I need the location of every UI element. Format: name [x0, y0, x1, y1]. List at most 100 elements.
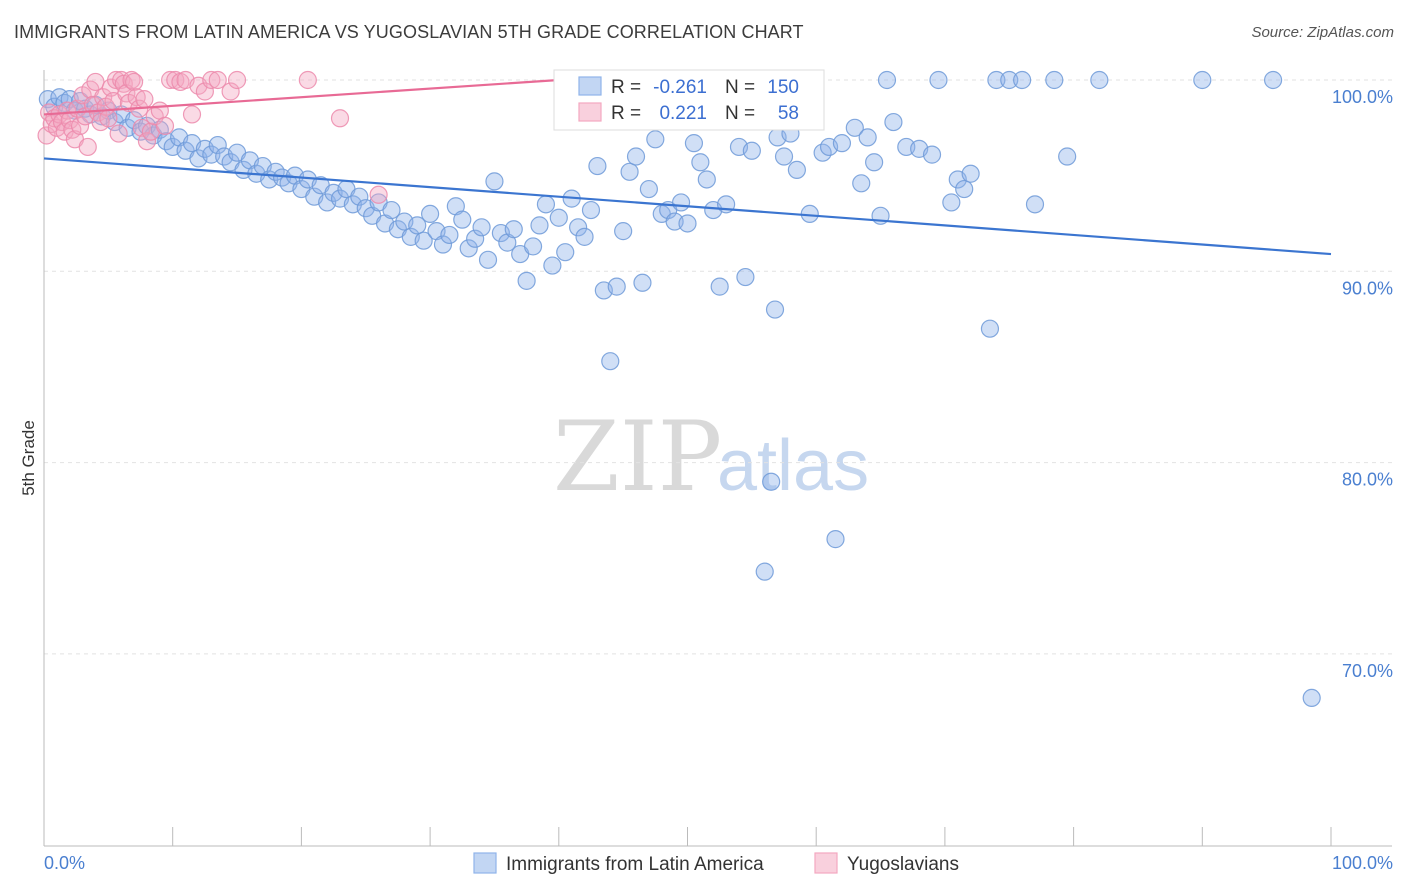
point-yugoslavian — [137, 132, 157, 151]
point-yugoslavian — [86, 72, 105, 92]
point-latin-america — [569, 218, 588, 237]
point-latin-america — [832, 134, 852, 153]
point-latin-america — [762, 472, 781, 491]
source-label: Source: ZipAtlas.com — [1251, 24, 1394, 41]
point-latin-america — [556, 243, 575, 262]
point-latin-america — [208, 135, 227, 155]
point-latin-america — [581, 200, 601, 220]
legend-label-yugoslavians: Yugoslavians — [847, 854, 959, 875]
y-tick-label: 100.0% — [1332, 87, 1393, 107]
point-yugoslavian — [202, 70, 221, 90]
y-tick-labels: 100.0% 90.0% 80.0% 70.0% — [1332, 87, 1393, 681]
stats-r-label-0: R = — [611, 77, 641, 98]
point-latin-america — [588, 156, 607, 176]
point-latin-america — [1000, 70, 1019, 90]
point-latin-america — [472, 218, 491, 237]
point-latin-america — [382, 200, 401, 220]
trend-line-yugoslavians — [43, 78, 559, 116]
point-latin-america — [633, 273, 652, 292]
point-latin-america — [858, 128, 877, 147]
point-yugoslavian — [99, 109, 118, 128]
point-latin-america — [504, 220, 523, 239]
point-latin-america — [478, 250, 498, 269]
point-latin-america — [774, 147, 794, 166]
legend-swatch-yugoslavians — [814, 852, 838, 874]
stats-r-label-1: R = — [611, 103, 641, 124]
point-latin-america — [530, 216, 549, 235]
point-latin-america — [466, 229, 485, 248]
point-latin-america — [620, 162, 639, 181]
watermark-zip: ZIP — [553, 401, 722, 513]
point-latin-america — [987, 70, 1006, 90]
point-yugoslavian — [109, 124, 128, 143]
point-latin-america — [955, 179, 974, 199]
point-latin-america — [543, 256, 562, 275]
point-latin-america — [639, 179, 658, 199]
stats-n-value-0: 150 — [767, 77, 799, 98]
y-tick-label: 90.0% — [1342, 278, 1393, 298]
point-yugoslavian — [182, 105, 202, 124]
point-yugoslavian — [122, 70, 141, 90]
stats-n-label-0: N = — [725, 77, 755, 98]
point-yugoslavian — [37, 126, 56, 145]
point-latin-america — [942, 193, 961, 212]
point-yugoslavian — [227, 70, 247, 90]
point-latin-america — [922, 145, 942, 164]
legend-swatch-latin-america — [473, 852, 497, 874]
point-latin-america — [601, 352, 620, 371]
point-latin-america — [485, 172, 504, 191]
series-legend: Immigrants from Latin America Yugoslavia… — [473, 852, 959, 875]
stats-n-label-1: N = — [725, 103, 755, 124]
point-latin-america — [697, 170, 716, 189]
point-latin-america — [678, 214, 697, 233]
point-latin-america — [350, 187, 369, 206]
point-yugoslavian — [78, 137, 97, 157]
stats-legend: R = -0.261 N = 150 R = 0.221 N = 58 — [553, 69, 825, 131]
point-yugoslavian — [221, 82, 240, 101]
stats-r-value-0: -0.261 — [653, 77, 707, 98]
y-axis-title: 5th Grade — [19, 420, 38, 496]
point-latin-america — [755, 562, 774, 581]
point-latin-america — [826, 530, 845, 549]
point-latin-america — [414, 231, 433, 250]
trend-line-latin-america — [43, 157, 1332, 256]
stats-swatch-yugoslavians — [578, 102, 602, 122]
point-latin-america — [1058, 147, 1077, 166]
point-latin-america — [523, 237, 543, 256]
point-latin-america — [453, 210, 472, 229]
watermark-atlas: atlas — [717, 426, 869, 506]
point-latin-america — [742, 141, 761, 160]
x-tick-label-min: 0.0% — [44, 853, 85, 873]
point-latin-america — [536, 195, 556, 214]
point-latin-america — [691, 153, 710, 172]
point-latin-america — [671, 193, 691, 212]
point-latin-america — [517, 271, 536, 290]
point-latin-america — [1263, 70, 1283, 90]
point-latin-america — [736, 267, 755, 287]
point-latin-america — [961, 164, 980, 183]
series-latin-america-points — [38, 70, 1321, 707]
point-latin-america — [845, 118, 864, 137]
point-yugoslavian — [132, 118, 151, 137]
point-yugoslavian — [135, 90, 154, 109]
point-latin-america — [1302, 688, 1321, 707]
point-yugoslavian — [298, 70, 317, 90]
point-latin-america — [877, 70, 897, 90]
stats-n-value-1: 58 — [778, 103, 799, 124]
point-latin-america — [1193, 70, 1212, 90]
point-latin-america — [1045, 70, 1064, 90]
point-yugoslavian — [155, 116, 175, 136]
x-tick-label-max: 100.0% — [1332, 853, 1393, 873]
stats-swatch-latin-america — [578, 76, 602, 96]
x-axis-ticks — [43, 827, 1332, 846]
point-latin-america — [421, 204, 440, 224]
point-latin-america — [980, 319, 1000, 338]
point-yugoslavian — [195, 82, 214, 101]
point-latin-america — [884, 112, 903, 132]
point-latin-america — [575, 227, 594, 246]
point-latin-america — [852, 174, 871, 193]
point-yugoslavian — [369, 185, 388, 204]
point-latin-america — [549, 208, 568, 227]
point-latin-america — [459, 239, 478, 258]
